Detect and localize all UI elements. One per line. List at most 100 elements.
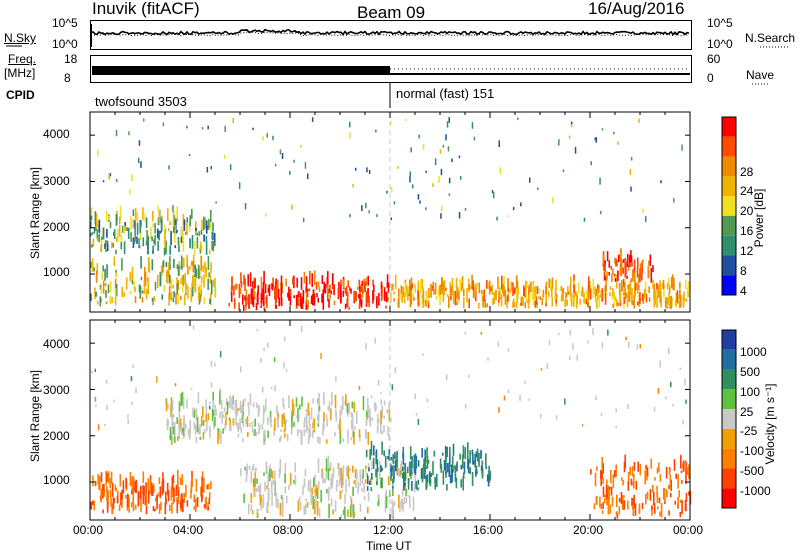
velocity-cell xyxy=(245,418,247,425)
power-cell xyxy=(483,289,486,301)
power-cell xyxy=(428,290,431,295)
velocity-cell xyxy=(309,479,312,492)
velocity-cell xyxy=(160,501,162,511)
power-cell xyxy=(463,296,465,309)
velocity-cell xyxy=(200,416,203,427)
velocity-cell xyxy=(380,399,383,405)
power-cell xyxy=(498,140,500,148)
velocity-cell xyxy=(384,499,387,513)
velocity-cell xyxy=(219,428,221,439)
power-cell xyxy=(354,291,356,302)
velocity-cell xyxy=(424,463,426,475)
power-cell xyxy=(115,129,118,137)
power-cell xyxy=(376,213,378,218)
velocity-cell xyxy=(677,474,679,489)
velocity-cell xyxy=(297,407,299,422)
power-cell xyxy=(185,283,187,294)
power-cell xyxy=(390,187,393,193)
power-cell xyxy=(517,286,519,294)
power-cell xyxy=(664,297,667,301)
velocity-cell xyxy=(367,492,370,502)
velocity-cell xyxy=(409,461,411,477)
velocity-cell xyxy=(381,405,383,418)
power-cell xyxy=(409,293,412,308)
velocity-cell xyxy=(353,431,355,445)
power-cell xyxy=(287,292,289,297)
velocity-cell xyxy=(612,474,615,488)
power-cell xyxy=(459,278,461,293)
power-cell xyxy=(517,117,519,121)
velocity-cell xyxy=(540,368,543,371)
velocity-cell xyxy=(352,486,354,497)
freq-bar-twofsound xyxy=(92,66,390,75)
velocity-cell xyxy=(365,419,368,425)
velocity-cell xyxy=(377,380,380,386)
velocity-cell xyxy=(623,495,625,499)
power-cell xyxy=(456,301,458,305)
velocity-cell xyxy=(349,495,352,499)
power-cell xyxy=(244,203,247,210)
power-cell xyxy=(167,228,170,232)
power-cell xyxy=(91,232,94,235)
velocity-cell xyxy=(444,446,447,459)
velocity-cell xyxy=(401,500,403,505)
power-cell xyxy=(631,269,634,282)
velocity-cell xyxy=(379,461,381,476)
power-cell xyxy=(232,118,234,123)
power-cell xyxy=(251,288,254,294)
power-cell xyxy=(431,285,434,291)
power-cell xyxy=(153,296,156,302)
velocity-cell xyxy=(279,458,282,474)
velocity-cell xyxy=(304,503,307,514)
velocity-cell xyxy=(637,461,639,472)
power-cell xyxy=(271,284,274,291)
velocity-cell xyxy=(375,451,377,465)
velocity-cell xyxy=(320,353,322,360)
velocity-cell xyxy=(182,428,185,436)
velocity-cell xyxy=(314,499,317,509)
power-cell xyxy=(612,303,614,309)
power-cell xyxy=(136,211,139,222)
power-cell xyxy=(105,301,108,305)
power-cell xyxy=(670,276,673,289)
power-cell xyxy=(361,280,364,286)
velocity-cell xyxy=(158,503,161,514)
power-cell xyxy=(488,280,491,295)
power-cell xyxy=(113,256,116,267)
velocity-cell xyxy=(189,419,191,434)
velocity-cell xyxy=(485,466,487,469)
velocity-cell xyxy=(317,480,320,490)
velocity-cell xyxy=(180,500,182,509)
power-cell xyxy=(474,285,476,298)
velocity-cell xyxy=(462,445,465,459)
power-cell xyxy=(620,260,623,274)
power-cell xyxy=(340,284,342,299)
power-cell xyxy=(507,288,510,292)
velocity-cell xyxy=(369,480,371,486)
velocity-cell xyxy=(378,472,381,479)
power-cell xyxy=(137,157,140,164)
power-cell xyxy=(405,290,408,297)
power-cell xyxy=(190,295,192,300)
power-cell xyxy=(355,291,358,302)
power-cell xyxy=(240,281,243,288)
power-cell xyxy=(177,280,180,291)
power-cell xyxy=(322,297,325,310)
power-cell xyxy=(498,298,500,307)
power-cell xyxy=(147,281,150,291)
power-cell xyxy=(120,242,123,250)
velocity-cell xyxy=(210,360,213,367)
power-cell xyxy=(129,189,131,194)
velocity-cell xyxy=(356,469,358,481)
power-cell xyxy=(630,186,632,192)
velocity-cell xyxy=(240,468,242,477)
power-cell xyxy=(108,173,110,180)
velocity-cell xyxy=(600,503,603,510)
velocity-cell xyxy=(403,484,405,491)
power-cell xyxy=(210,219,212,231)
velocity-cell xyxy=(443,459,446,471)
velocity-cell xyxy=(226,401,229,415)
velocity-cell xyxy=(190,388,193,391)
velocity-cell xyxy=(179,426,182,432)
velocity-cell xyxy=(217,431,219,444)
